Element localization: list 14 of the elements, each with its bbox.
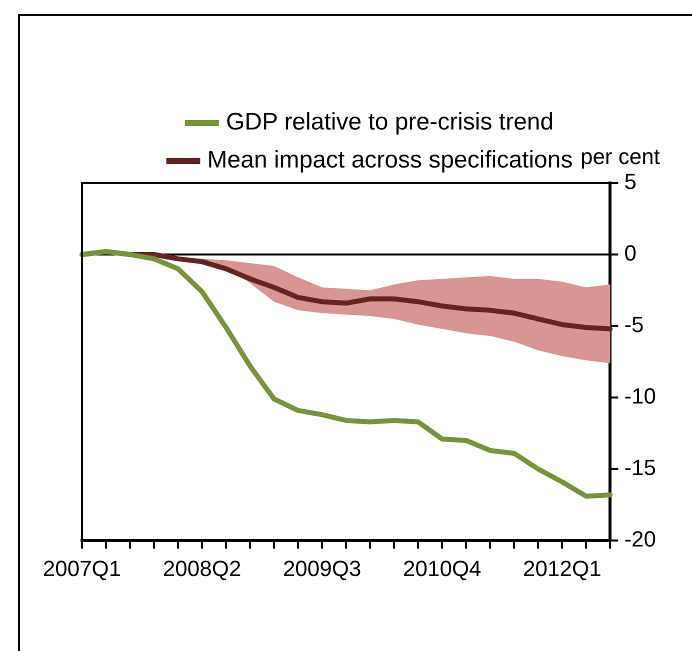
legend-label: Mean impact across specifications bbox=[207, 146, 573, 174]
x-tick-label: 2008Q2 bbox=[162, 556, 242, 581]
x-tick-label: 2010Q4 bbox=[402, 556, 482, 581]
y-tick-label: -20 bbox=[624, 526, 656, 552]
x-tick-label: 2012Q1 bbox=[523, 556, 602, 581]
y-tick-label: 5 bbox=[624, 169, 636, 194]
x-tick-label: 2009Q3 bbox=[282, 556, 362, 581]
y-tick-label: -10 bbox=[624, 384, 656, 409]
legend-label: GDP relative to pre-crisis trend bbox=[226, 108, 554, 136]
y-axis-title: per cent bbox=[580, 144, 660, 170]
y-tick-label: -5 bbox=[624, 312, 644, 338]
y-tick-label: 0 bbox=[624, 240, 636, 266]
y-tick-label: -15 bbox=[624, 455, 656, 480]
x-tick-label: 2007Q1 bbox=[42, 556, 122, 581]
